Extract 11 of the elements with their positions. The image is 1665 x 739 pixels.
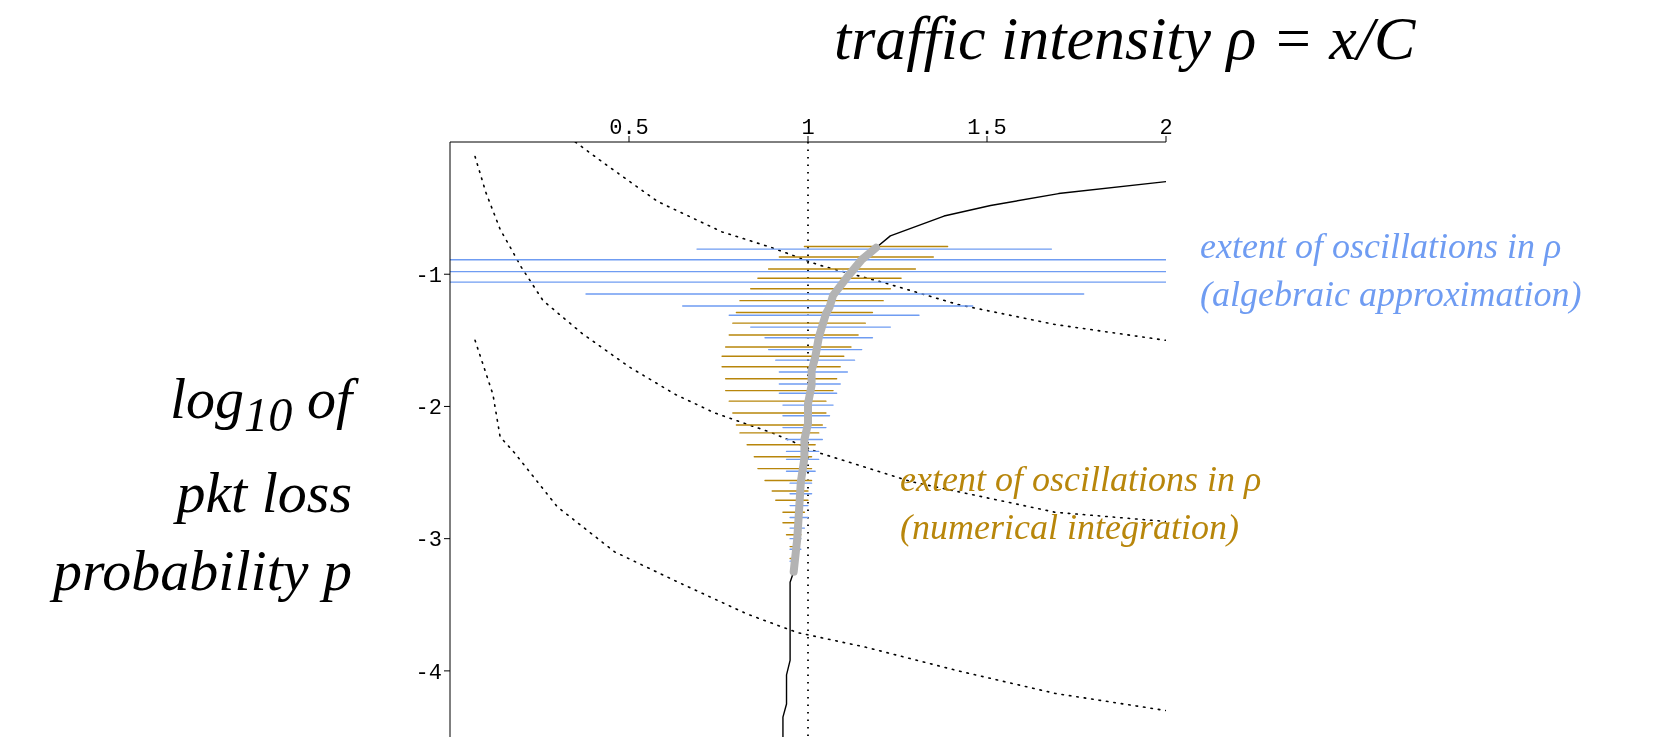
x-tick-label: 1 <box>801 116 815 141</box>
x-tick-label: 1.5 <box>967 116 1007 141</box>
y-tick-label: -2 <box>415 396 442 422</box>
x-tick-label: 0.5 <box>609 116 649 141</box>
text: extent of oscillations in ρ (numerical integration) <box>900 458 1262 549</box>
x-tick-label: 2 <box>1159 116 1173 141</box>
y-tick-label: -4 <box>415 660 442 686</box>
y-tick-label: -3 <box>415 528 442 554</box>
y-tick-label: -1 <box>415 264 442 290</box>
x-axis-title: traffic intensity ρ = x/C <box>834 3 1416 74</box>
text: extent of oscillations in ρ (algebraic approximation) <box>1200 225 1582 316</box>
